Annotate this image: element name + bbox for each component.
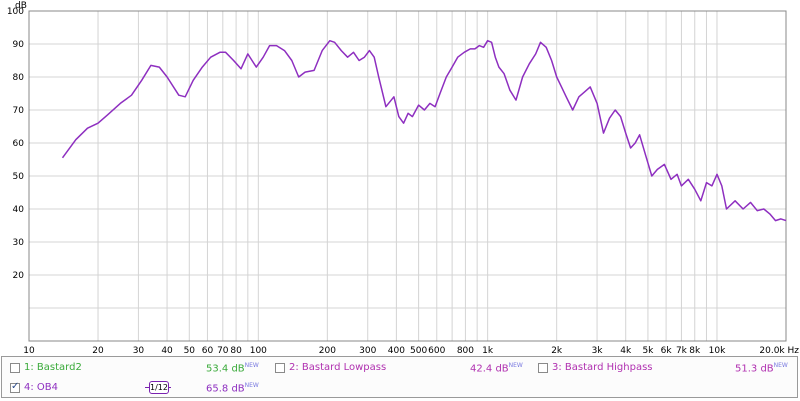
x-tick-label: 20.0k Hz: [759, 346, 799, 356]
x-tick-label: 3k: [592, 346, 604, 356]
x-tick-label: 70: [217, 346, 229, 356]
grid: [29, 11, 786, 341]
x-tick-label: 2k: [551, 346, 563, 356]
legend-label-3: 3: Bastard Highpass: [552, 362, 653, 373]
series-layer: [61, 39, 787, 222]
x-tick-label: 200: [319, 346, 336, 356]
plot-frame: [28, 10, 787, 342]
x-tick-label: 1k: [482, 346, 494, 356]
y-tick-label: 90: [13, 40, 25, 50]
legend-panel: 1: Bastard2 53.4 dBNEW 2: Bastard Lowpas…: [1, 356, 798, 398]
y-axis-labels: 20 30 40 50 60 70 80 90 100: [7, 7, 24, 281]
x-tick-label: 60: [202, 346, 214, 356]
x-tick-label: 10k: [709, 346, 726, 356]
x-tick-label: 10: [23, 346, 35, 356]
y-tick-label: 50: [13, 172, 25, 182]
y-tick-label: 20: [13, 271, 25, 281]
x-tick-label: 4k: [620, 346, 632, 356]
x-tick-label: 7k: [676, 346, 688, 356]
x-tick-label: 20: [92, 346, 104, 356]
x-tick-label: 800: [457, 346, 474, 356]
legend-checkbox-3[interactable]: [538, 363, 548, 373]
legend-label-4: 4: OB4: [24, 382, 59, 393]
x-tick-label: 40: [161, 346, 173, 356]
x-tick-label: 8k: [689, 346, 701, 356]
y-tick-label: 30: [13, 238, 25, 248]
smoothing-control[interactable]: 1/12: [145, 381, 171, 394]
x-tick-label: 80: [230, 346, 242, 356]
x-tick-label: 50: [184, 346, 196, 356]
legend-value-1: 53.4 dBNEW: [206, 362, 259, 375]
x-axis-labels: 10 20 30 40 50 60 70 80 100 200 300 400 500 600 800 1k 2…: [23, 346, 799, 356]
smoothing-fraction[interactable]: 1/12: [149, 381, 169, 394]
legend-checkbox-2[interactable]: [275, 363, 285, 373]
y-tick-label: 60: [13, 139, 25, 149]
legend-value-3: 51.3 dBNEW: [735, 362, 788, 375]
legend-value-4: 65.8 dBNEW: [206, 382, 259, 395]
y-tick-label: 80: [13, 73, 25, 83]
x-tick-label: 300: [359, 346, 376, 356]
y-tick-label: 40: [13, 205, 25, 215]
x-tick-label: 600: [428, 346, 445, 356]
legend-label-1: 1: Bastard2: [24, 362, 82, 373]
legend-checkbox-1[interactable]: [10, 363, 20, 373]
x-tick-label: 400: [388, 346, 405, 356]
x-tick-label: 6k: [661, 346, 673, 356]
x-tick-label: 500: [410, 346, 427, 356]
x-tick-label: 30: [133, 346, 145, 356]
x-tick-label: 5k: [642, 346, 654, 356]
y-tick-label: 70: [13, 106, 25, 116]
series-line-ob4: [61, 39, 787, 222]
y-tick-label: 100: [7, 7, 24, 17]
legend-value-2: 42.4 dBNEW: [470, 362, 523, 375]
legend-label-2: 2: Bastard Lowpass: [289, 362, 387, 373]
legend-checkbox-4[interactable]: [10, 381, 20, 393]
y-axis-unit: dB: [15, 1, 27, 11]
x-tick-label: 100: [250, 346, 267, 356]
